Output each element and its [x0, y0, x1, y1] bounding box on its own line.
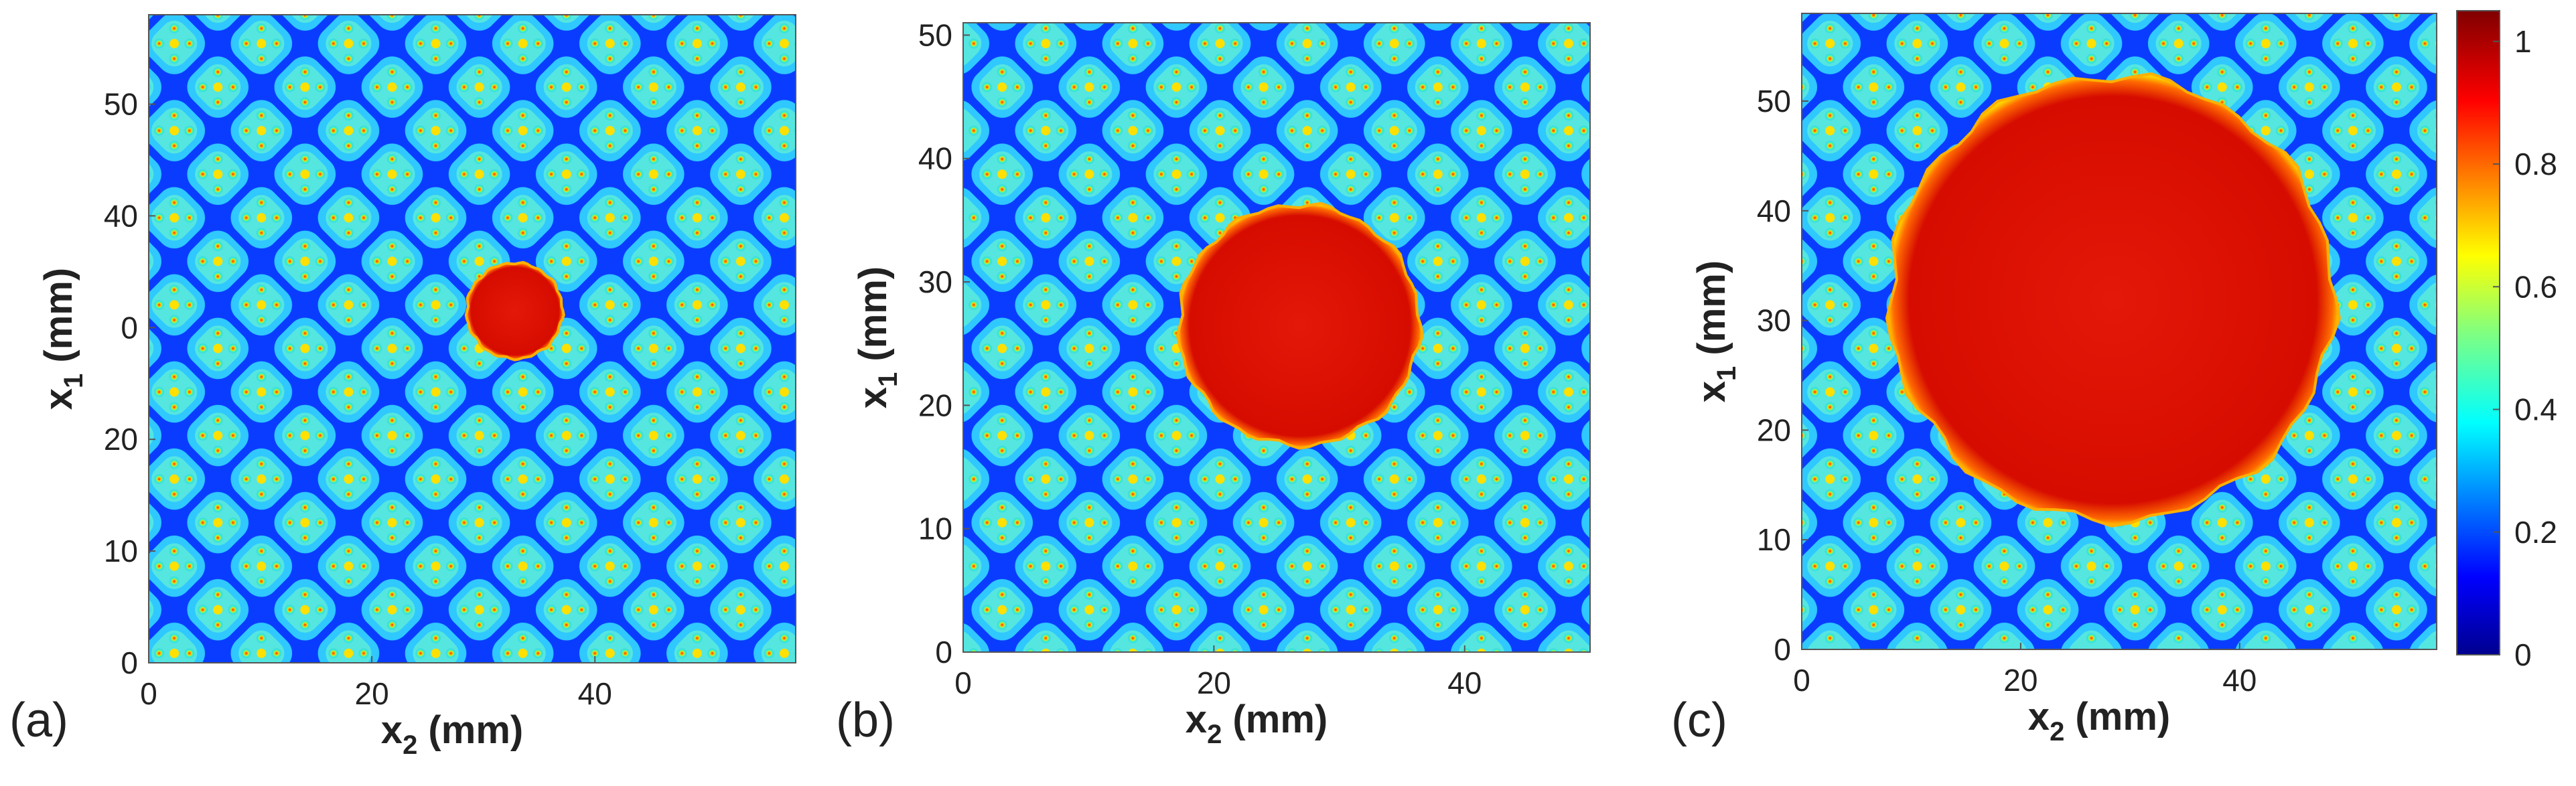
y-tick-label: 20 — [1757, 412, 1791, 447]
colorbar-tick-label: 0.6 — [2514, 269, 2557, 304]
heatmap-c-x-axis-label: x2 (mm) — [2028, 695, 2170, 746]
x-tick-label: 40 — [578, 676, 612, 711]
heatmap-c-saturated-region — [1885, 72, 2341, 528]
heatmap-c-y-axis-label: x1 (mm) — [1690, 260, 1741, 402]
heatmap-b-saturated-region — [1175, 202, 1425, 450]
heatmap-a-ticks: 0 20 40 0 10 20 0 40 50 — [104, 87, 612, 711]
y-tick-label: 0 — [935, 635, 952, 670]
colorbar-tick-label: 0.2 — [2514, 515, 2557, 550]
y-tick-label: 40 — [104, 198, 138, 233]
heatmap-a-x-axis-label: x2 (mm) — [381, 708, 523, 760]
y-tick-label: 0 — [1774, 632, 1791, 667]
colorbar-ticks: 0 0.2 0.4 0.6 0.8 1 — [2493, 24, 2557, 672]
y-tick-label: 40 — [918, 141, 952, 176]
colorbar-tick-label: 0 — [2514, 637, 2532, 672]
y-tick-label: 40 — [1757, 193, 1791, 228]
heatmap-b-x-axis-label: x2 (mm) — [1186, 698, 1328, 749]
colorbar-tick-label: 1 — [2514, 24, 2532, 59]
panel-label-a: (a) — [9, 694, 68, 747]
x-tick-label: 40 — [1447, 665, 1482, 700]
y-tick-label: 10 — [1757, 522, 1791, 557]
heatmap-a-saturated-region — [464, 260, 565, 362]
y-tick-label: 30 — [918, 264, 952, 299]
heatmap-b-y-axis-label: x1 (mm) — [851, 266, 903, 408]
y-tick-label: 10 — [918, 512, 952, 546]
heatmap-b — [963, 23, 1590, 652]
heatmap-c — [1802, 13, 2437, 649]
x-tick-label: 40 — [2222, 663, 2257, 698]
x-tick-label: 0 — [1793, 663, 1810, 698]
x-tick-label: 0 — [954, 665, 972, 700]
y-tick-label: 50 — [1757, 84, 1791, 119]
y-tick-label: 0 — [121, 645, 138, 680]
panel-label-c: (c) — [1671, 694, 1727, 747]
x-tick-label: 0 — [140, 676, 157, 711]
colorbar: 0 0.2 0.4 0.6 0.8 1 — [2456, 10, 2557, 672]
y-tick-label: 50 — [104, 87, 138, 122]
colorbar-tick-label: 0.4 — [2514, 392, 2557, 427]
panel-c: 0 20 40 0 10 20 30 40 50 x2 (mm) x1 (mm) (c) — [1671, 13, 2437, 747]
heatmap-c-ticks: 0 20 40 0 10 20 30 40 50 — [1757, 84, 2257, 698]
y-tick-label: 20 — [918, 388, 952, 422]
heatmap-b-ticks: 0 20 40 0 10 20 30 40 50 — [918, 17, 1482, 700]
y-tick-label: 20 — [104, 422, 138, 457]
panel-b: 0 20 40 0 10 20 30 40 50 x2 (mm) x1 (mm) (b) — [836, 17, 1591, 749]
colorbar-tick-label: 0.8 — [2514, 147, 2557, 181]
panel-a: 0 20 40 0 10 20 0 40 50 x2 (mm) x1 (mm) (a) — [9, 14, 796, 760]
heatmap-a-y-axis-label: x1 (mm) — [37, 268, 88, 410]
y-tick-label: 30 — [1757, 303, 1791, 338]
x-tick-label: 20 — [355, 676, 389, 711]
y-tick-label: 10 — [104, 534, 138, 568]
heatmap-c-frame — [1801, 13, 2437, 650]
x-tick-label: 20 — [2003, 663, 2037, 698]
heatmap-a — [149, 15, 796, 663]
y-tick-label: 0 — [121, 310, 138, 345]
y-tick-label: 50 — [918, 17, 952, 52]
panel-label-b: (b) — [836, 694, 895, 747]
heatmap-b-frame — [962, 22, 1591, 653]
heatmap-a-frame — [148, 14, 796, 663]
heatmap-a-field — [149, 15, 796, 663]
colorbar-gradient — [2456, 10, 2500, 655]
x-tick-label: 20 — [1197, 665, 1231, 700]
